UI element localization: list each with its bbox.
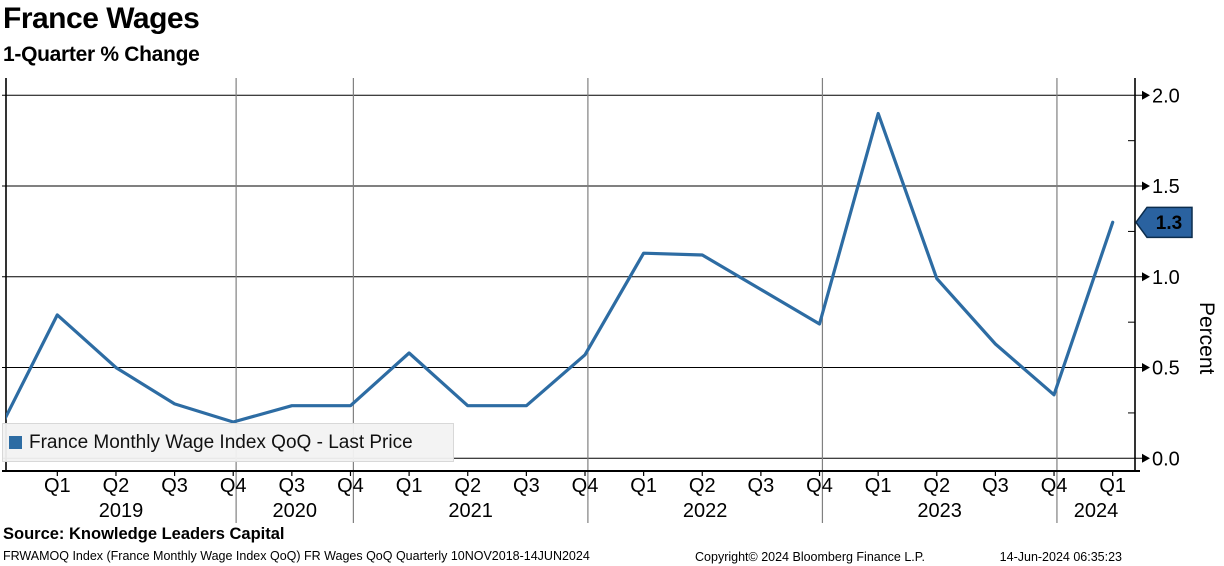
legend-label: France Monthly Wage Index QoQ - Last Pri… bbox=[29, 431, 413, 453]
last-price-badge: 1.3 bbox=[1135, 206, 1193, 239]
y-tick-label: 1.5 bbox=[1152, 176, 1180, 198]
x-tick-label: Q1 bbox=[44, 475, 71, 497]
page-subtitle: 1-Quarter % Change bbox=[3, 43, 200, 66]
y-tick-arrow-icon bbox=[1142, 453, 1150, 463]
y-tick-label: 0.5 bbox=[1152, 358, 1180, 380]
last-price-badge-shape bbox=[1135, 206, 1193, 239]
last-price-badge-label: 1.3 bbox=[1156, 213, 1182, 234]
y-tick-label: 2.0 bbox=[1152, 85, 1180, 107]
legend-swatch-icon bbox=[9, 436, 22, 449]
wage-line-chart: 2.0 1.5 1.0 0.5 0.0 Q1 Q2 Q3 Q4 Q3 Q4 Q1 Q2 Q3 Q4 Q1 Q2 Q… bbox=[2, 78, 1193, 523]
y-tick-label: 0.0 bbox=[1152, 448, 1180, 470]
copyright-note: Copyright© 2024 Bloomberg Finance L.P. bbox=[695, 550, 925, 564]
x-tick-label: Q2 bbox=[689, 475, 716, 497]
x-tick-label: Q3 bbox=[279, 475, 306, 497]
x-tick-label: Q3 bbox=[161, 475, 188, 497]
x-tick-label: Q3 bbox=[748, 475, 775, 497]
x-tick-label: Q4 bbox=[806, 475, 833, 497]
timestamp: 14-Jun-2024 06:35:23 bbox=[999, 550, 1122, 564]
chart-legend: France Monthly Wage Index QoQ - Last Pri… bbox=[2, 423, 454, 462]
x-year-label: 2023 bbox=[917, 500, 962, 522]
y-tick-arrow-icon bbox=[1142, 181, 1150, 191]
x-tick-label: Q4 bbox=[337, 475, 364, 497]
x-tick-label: Q1 bbox=[630, 475, 657, 497]
x-tick-label: Q2 bbox=[923, 475, 950, 497]
x-tick-label: Q1 bbox=[1099, 475, 1126, 497]
x-tick-label: Q4 bbox=[572, 475, 599, 497]
x-tick-label: Q1 bbox=[396, 475, 423, 497]
x-year-label: 2021 bbox=[448, 500, 493, 522]
x-tick-label: Q2 bbox=[454, 475, 481, 497]
x-year-label: 2019 bbox=[99, 500, 144, 522]
x-tick-label: Q4 bbox=[1041, 475, 1068, 497]
y-tick-arrow-icon bbox=[1142, 272, 1150, 282]
wage-series-line bbox=[6, 111, 1115, 424]
source-note: Source: Knowledge Leaders Capital bbox=[3, 525, 285, 543]
ticker-description: FRWAMOQ Index (France Monthly Wage Index… bbox=[3, 549, 590, 563]
x-tick-label: Q3 bbox=[513, 475, 540, 497]
page-title: France Wages bbox=[3, 2, 200, 35]
y-tick-arrow-icon bbox=[1142, 363, 1150, 373]
y-tick-label: 1.0 bbox=[1152, 267, 1180, 289]
x-tick-label: Q4 bbox=[220, 475, 247, 497]
y-axis-title: Percent bbox=[1195, 302, 1218, 375]
x-tick-label: Q2 bbox=[103, 475, 130, 497]
x-year-label: 2020 bbox=[273, 500, 318, 522]
x-tick-label: Q1 bbox=[865, 475, 892, 497]
x-tick-label: Q3 bbox=[982, 475, 1009, 497]
y-tick-arrow-icon bbox=[1142, 90, 1150, 100]
x-year-label: 2024 bbox=[1074, 500, 1119, 522]
chart-area: 2.0 1.5 1.0 0.5 0.0 Q1 Q2 Q3 Q4 Q3 Q4 Q1 Q2 Q3 Q4 Q1 Q2 Q… bbox=[0, 75, 1224, 525]
x-year-label: 2022 bbox=[683, 500, 728, 522]
